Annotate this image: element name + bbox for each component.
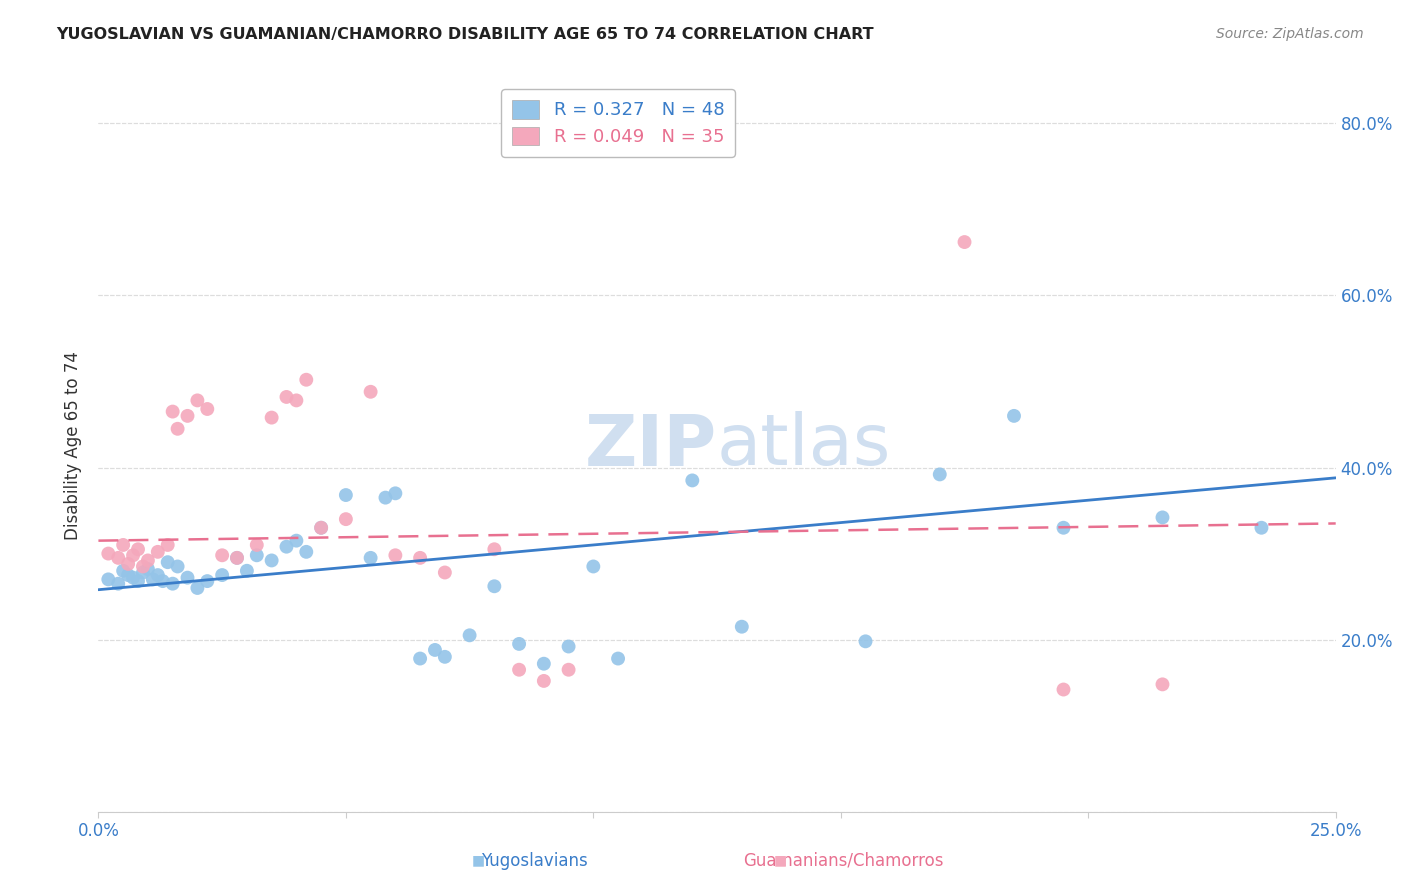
Point [186,581,208,595]
Point [176,409,198,423]
Point [309,521,332,535]
Text: Source: ZipAtlas.com: Source: ZipAtlas.com [1216,27,1364,41]
Point [484,579,506,593]
Point [142,573,165,587]
Point [285,533,308,548]
Point [211,549,233,563]
Point [260,553,283,567]
Point [409,550,432,565]
Point [374,491,396,505]
Point [557,640,579,654]
Point [1052,682,1074,697]
Point [557,663,579,677]
Point [533,657,555,671]
Y-axis label: Disability Age 65 to 74: Disability Age 65 to 74 [65,351,83,541]
Point [166,422,188,436]
Point [295,545,318,559]
Point [1250,521,1272,535]
Text: ■: ■ [773,853,787,867]
Point [1002,409,1025,423]
Point [246,538,269,552]
Point [533,673,555,688]
Point [117,568,139,582]
Point [162,404,184,418]
Point [433,649,456,664]
Point [195,574,218,588]
Legend: R = 0.327   N = 48, R = 0.049   N = 35: R = 0.327 N = 48, R = 0.049 N = 35 [501,89,735,157]
Point [112,564,135,578]
Point [246,549,269,563]
Point [132,566,155,580]
Point [127,542,149,557]
Point [928,467,950,482]
Text: ■: ■ [471,853,485,867]
Point [309,521,332,535]
Point [582,559,605,574]
Point [127,574,149,588]
Text: YUGOSLAVIAN VS GUAMANIAN/CHAMORRO DISABILITY AGE 65 TO 74 CORRELATION CHART: YUGOSLAVIAN VS GUAMANIAN/CHAMORRO DISABI… [56,27,875,42]
Point [117,557,139,571]
Point [1152,510,1174,524]
Point [458,628,481,642]
Point [97,573,120,587]
Point [156,538,179,552]
Point [195,402,218,417]
Point [176,571,198,585]
Point [433,566,456,580]
Point [276,540,298,554]
Point [276,390,298,404]
Point [166,559,188,574]
Point [107,576,129,591]
Point [226,550,249,565]
Point [409,651,432,665]
Point [508,663,530,677]
Point [953,235,976,249]
Point [122,549,145,563]
Point [97,547,120,561]
Point [260,410,283,425]
Point [423,643,446,657]
Point [484,542,506,557]
Point [107,550,129,565]
Point [855,634,877,648]
Point [508,637,530,651]
Point [360,384,382,399]
Point [136,553,159,567]
Point [112,538,135,552]
Point [295,373,318,387]
Text: Guamanians/Chamorros: Guamanians/Chamorros [744,852,943,870]
Point [211,568,233,582]
Point [384,549,406,563]
Point [681,474,703,488]
Point [1052,521,1074,535]
Point [384,486,406,500]
Point [360,550,382,565]
Point [162,576,184,591]
Point [136,562,159,576]
Point [146,568,169,582]
Point [226,550,249,565]
Point [156,555,179,569]
Point [607,651,630,665]
Point [335,488,357,502]
Text: atlas: atlas [717,411,891,481]
Point [285,393,308,408]
Point [1152,677,1174,691]
Text: Yugoslavians: Yugoslavians [481,852,588,870]
Point [146,545,169,559]
Point [152,574,174,588]
Point [186,393,208,408]
Text: ZIP: ZIP [585,411,717,481]
Point [132,559,155,574]
Point [122,571,145,585]
Point [236,564,259,578]
Point [731,620,754,634]
Point [335,512,357,526]
